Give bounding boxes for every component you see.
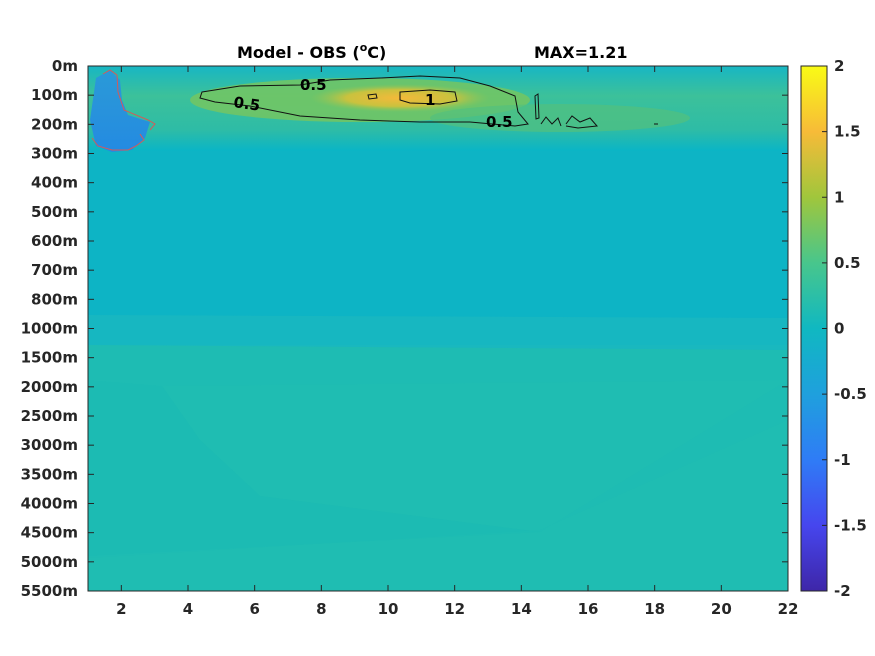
contour-line-small	[367, 93, 378, 100]
y-tick-label: 400m	[31, 174, 78, 192]
chart-title-superscript: o	[360, 41, 368, 54]
colorbar-tick-label: 1.5	[834, 123, 861, 141]
y-tick-label: 100m	[31, 86, 78, 104]
heatmap-warm-band-right	[430, 104, 690, 132]
chart-title-main: Model - OBS (	[237, 43, 360, 62]
y-tick-label: 800m	[31, 290, 78, 308]
y-tick-label: 5000m	[21, 553, 78, 571]
y-tick-label: 700m	[31, 261, 78, 279]
heatmap-transition-band	[88, 315, 788, 350]
y-tick-label: 600m	[31, 232, 78, 250]
contour-line-wiggle	[540, 115, 599, 129]
y-tick-label: 4000m	[21, 495, 78, 513]
x-tick-label: 14	[511, 600, 532, 618]
colorbar-tick-label: 2	[834, 57, 844, 75]
y-tick-label: 300m	[31, 145, 78, 163]
x-tick-label: 6	[249, 600, 259, 618]
chart-title-tail: C)	[367, 43, 386, 62]
chart-title: Model - OBS (oC)	[237, 41, 386, 62]
colorbar-tick-label: -0.5	[834, 385, 867, 403]
heatmap-deep-wedge	[88, 380, 788, 591]
y-tick-label: 3500m	[21, 465, 78, 483]
y-tick-label: 200m	[31, 115, 78, 133]
y-tick-label: 2000m	[21, 378, 78, 396]
colorbar-tick-label: -1.5	[834, 516, 867, 534]
y-tick-label: 4500m	[21, 524, 78, 542]
x-tick-label: 22	[778, 600, 799, 618]
colorbar-tick-label: 0	[834, 320, 844, 338]
heatmap-deep-wedge-2	[88, 380, 540, 556]
x-tick-label: 18	[644, 600, 665, 618]
y-axis: 0m 100m 200m 300m 400m 500m 600m 700m 800m 1000m 1…	[21, 57, 788, 600]
y-tick-label: 3000m	[21, 436, 78, 454]
contour-label: 0.5	[300, 76, 327, 94]
x-tick-label: 12	[444, 600, 465, 618]
x-tick-label: 4	[183, 600, 193, 618]
colorbar-tick-label: -1	[834, 451, 851, 469]
contour-label: 0.5	[486, 113, 513, 131]
colorbar-tick-label: 0.5	[834, 254, 861, 272]
heatmap-plot: 0.5 0.5 1 0.5	[88, 66, 788, 591]
y-tick-label: 500m	[31, 203, 78, 221]
x-tick-label: 16	[578, 600, 599, 618]
y-tick-label: 1500m	[21, 349, 78, 367]
colorbar-tick-label: -2	[834, 582, 851, 600]
y-tick-label: 1000m	[21, 320, 78, 338]
contour-line-spike	[534, 93, 540, 120]
x-tick-label: 8	[316, 600, 326, 618]
contour-line-negative	[91, 69, 156, 151]
heatmap-upper-water	[88, 150, 788, 330]
x-axis: 2 4 6 8 10 12 14 16 18 20 22	[116, 66, 798, 618]
contour-line-positive	[199, 75, 529, 127]
contour-line-inner	[399, 89, 458, 105]
y-tick-label: 0m	[52, 57, 78, 75]
colorbar-tick-label: 1	[834, 188, 844, 206]
heatmap-cold-patch	[90, 70, 150, 152]
y-tick-label: 5500m	[21, 582, 78, 600]
colorbar: 2 1.5 1 0.5 0 -0.5 -1 -1.5 -2	[800, 57, 867, 600]
contour-label: 0.5	[232, 93, 261, 115]
x-tick-label: 2	[116, 600, 126, 618]
colorbar-ticks: 2 1.5 1 0.5 0 -0.5 -1 -1.5 -2	[822, 57, 867, 600]
y-tick-label: 2500m	[21, 407, 78, 425]
x-tick-label: 10	[378, 600, 399, 618]
chart-max-label: MAX=1.21	[534, 43, 628, 62]
contour-label: 1	[425, 91, 435, 109]
x-tick-label: 20	[711, 600, 732, 618]
